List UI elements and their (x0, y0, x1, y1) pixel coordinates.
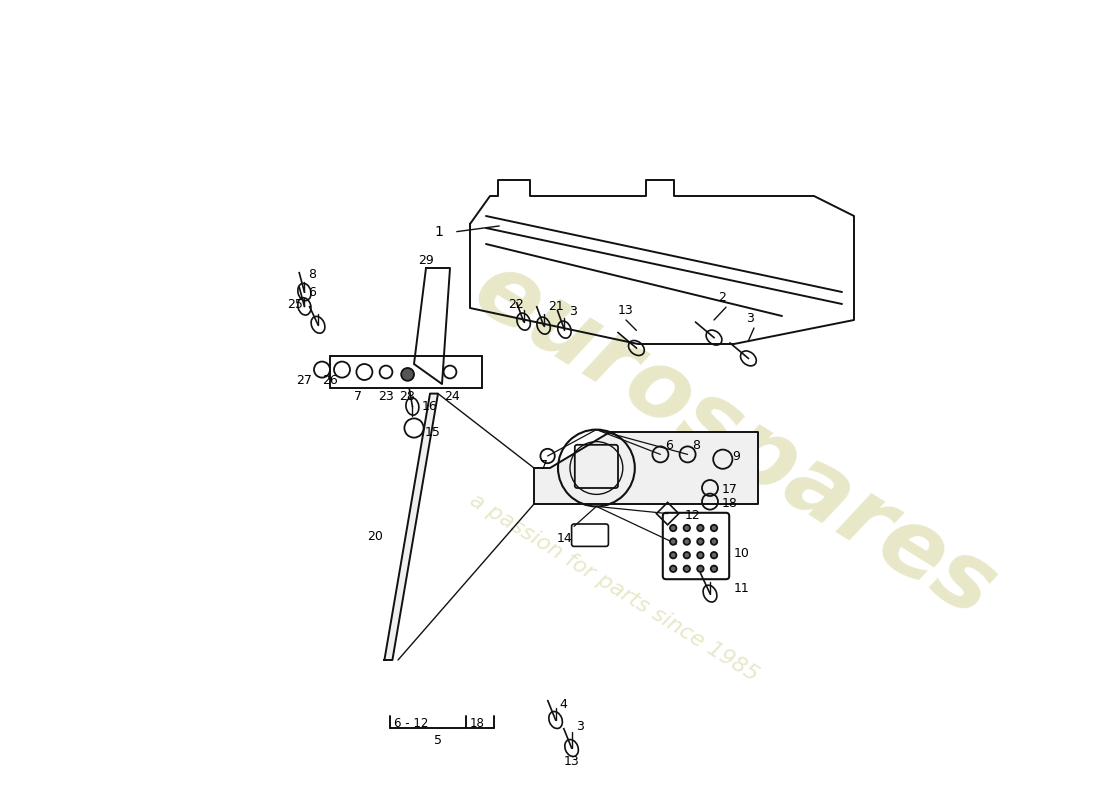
Circle shape (670, 525, 676, 531)
Text: 4: 4 (560, 698, 568, 710)
Circle shape (697, 525, 704, 531)
Text: 3: 3 (746, 312, 754, 325)
Text: 13: 13 (618, 304, 634, 317)
Text: 6: 6 (308, 286, 317, 299)
Circle shape (670, 566, 676, 572)
Text: 14: 14 (557, 532, 572, 545)
Circle shape (670, 538, 676, 545)
Text: 18: 18 (722, 497, 737, 510)
Text: 18: 18 (470, 717, 484, 730)
Text: 28: 28 (399, 390, 416, 402)
Text: 2: 2 (718, 291, 726, 304)
Text: 24: 24 (444, 390, 460, 402)
Circle shape (711, 538, 717, 545)
Text: 11: 11 (734, 582, 750, 594)
Text: 21: 21 (549, 300, 564, 313)
Text: 27: 27 (296, 374, 312, 386)
Text: 7: 7 (540, 459, 549, 472)
Text: 15: 15 (425, 426, 440, 438)
Text: 3: 3 (569, 305, 578, 318)
Circle shape (711, 525, 717, 531)
Text: 1: 1 (434, 225, 443, 239)
Text: 9: 9 (733, 450, 740, 462)
Text: 5: 5 (434, 734, 442, 746)
Circle shape (683, 525, 690, 531)
Text: 17: 17 (722, 483, 737, 496)
Text: 6 - 12: 6 - 12 (394, 717, 428, 730)
Circle shape (711, 552, 717, 558)
Circle shape (711, 566, 717, 572)
Circle shape (697, 566, 704, 572)
Circle shape (683, 552, 690, 558)
Text: 29: 29 (418, 254, 433, 266)
Text: 12: 12 (684, 509, 700, 522)
Circle shape (683, 538, 690, 545)
Circle shape (670, 552, 676, 558)
Text: 16: 16 (422, 400, 438, 413)
Polygon shape (384, 394, 438, 660)
Text: 7: 7 (354, 390, 362, 402)
Text: 13: 13 (563, 755, 580, 768)
Text: 10: 10 (734, 547, 750, 560)
Text: eurospares: eurospares (456, 242, 1012, 638)
Text: a passion for parts since 1985: a passion for parts since 1985 (466, 490, 762, 686)
Text: 23: 23 (378, 390, 394, 402)
Text: 8: 8 (692, 439, 701, 452)
Circle shape (697, 538, 704, 545)
Text: 3: 3 (575, 720, 583, 733)
Circle shape (402, 368, 414, 381)
Text: 6: 6 (666, 439, 673, 452)
Circle shape (683, 566, 690, 572)
Circle shape (697, 552, 704, 558)
Text: 25: 25 (287, 298, 304, 310)
Polygon shape (534, 432, 758, 504)
Text: 22: 22 (508, 298, 525, 310)
Text: 20: 20 (367, 530, 384, 542)
Text: 26: 26 (322, 374, 338, 386)
Text: 8: 8 (308, 268, 317, 281)
